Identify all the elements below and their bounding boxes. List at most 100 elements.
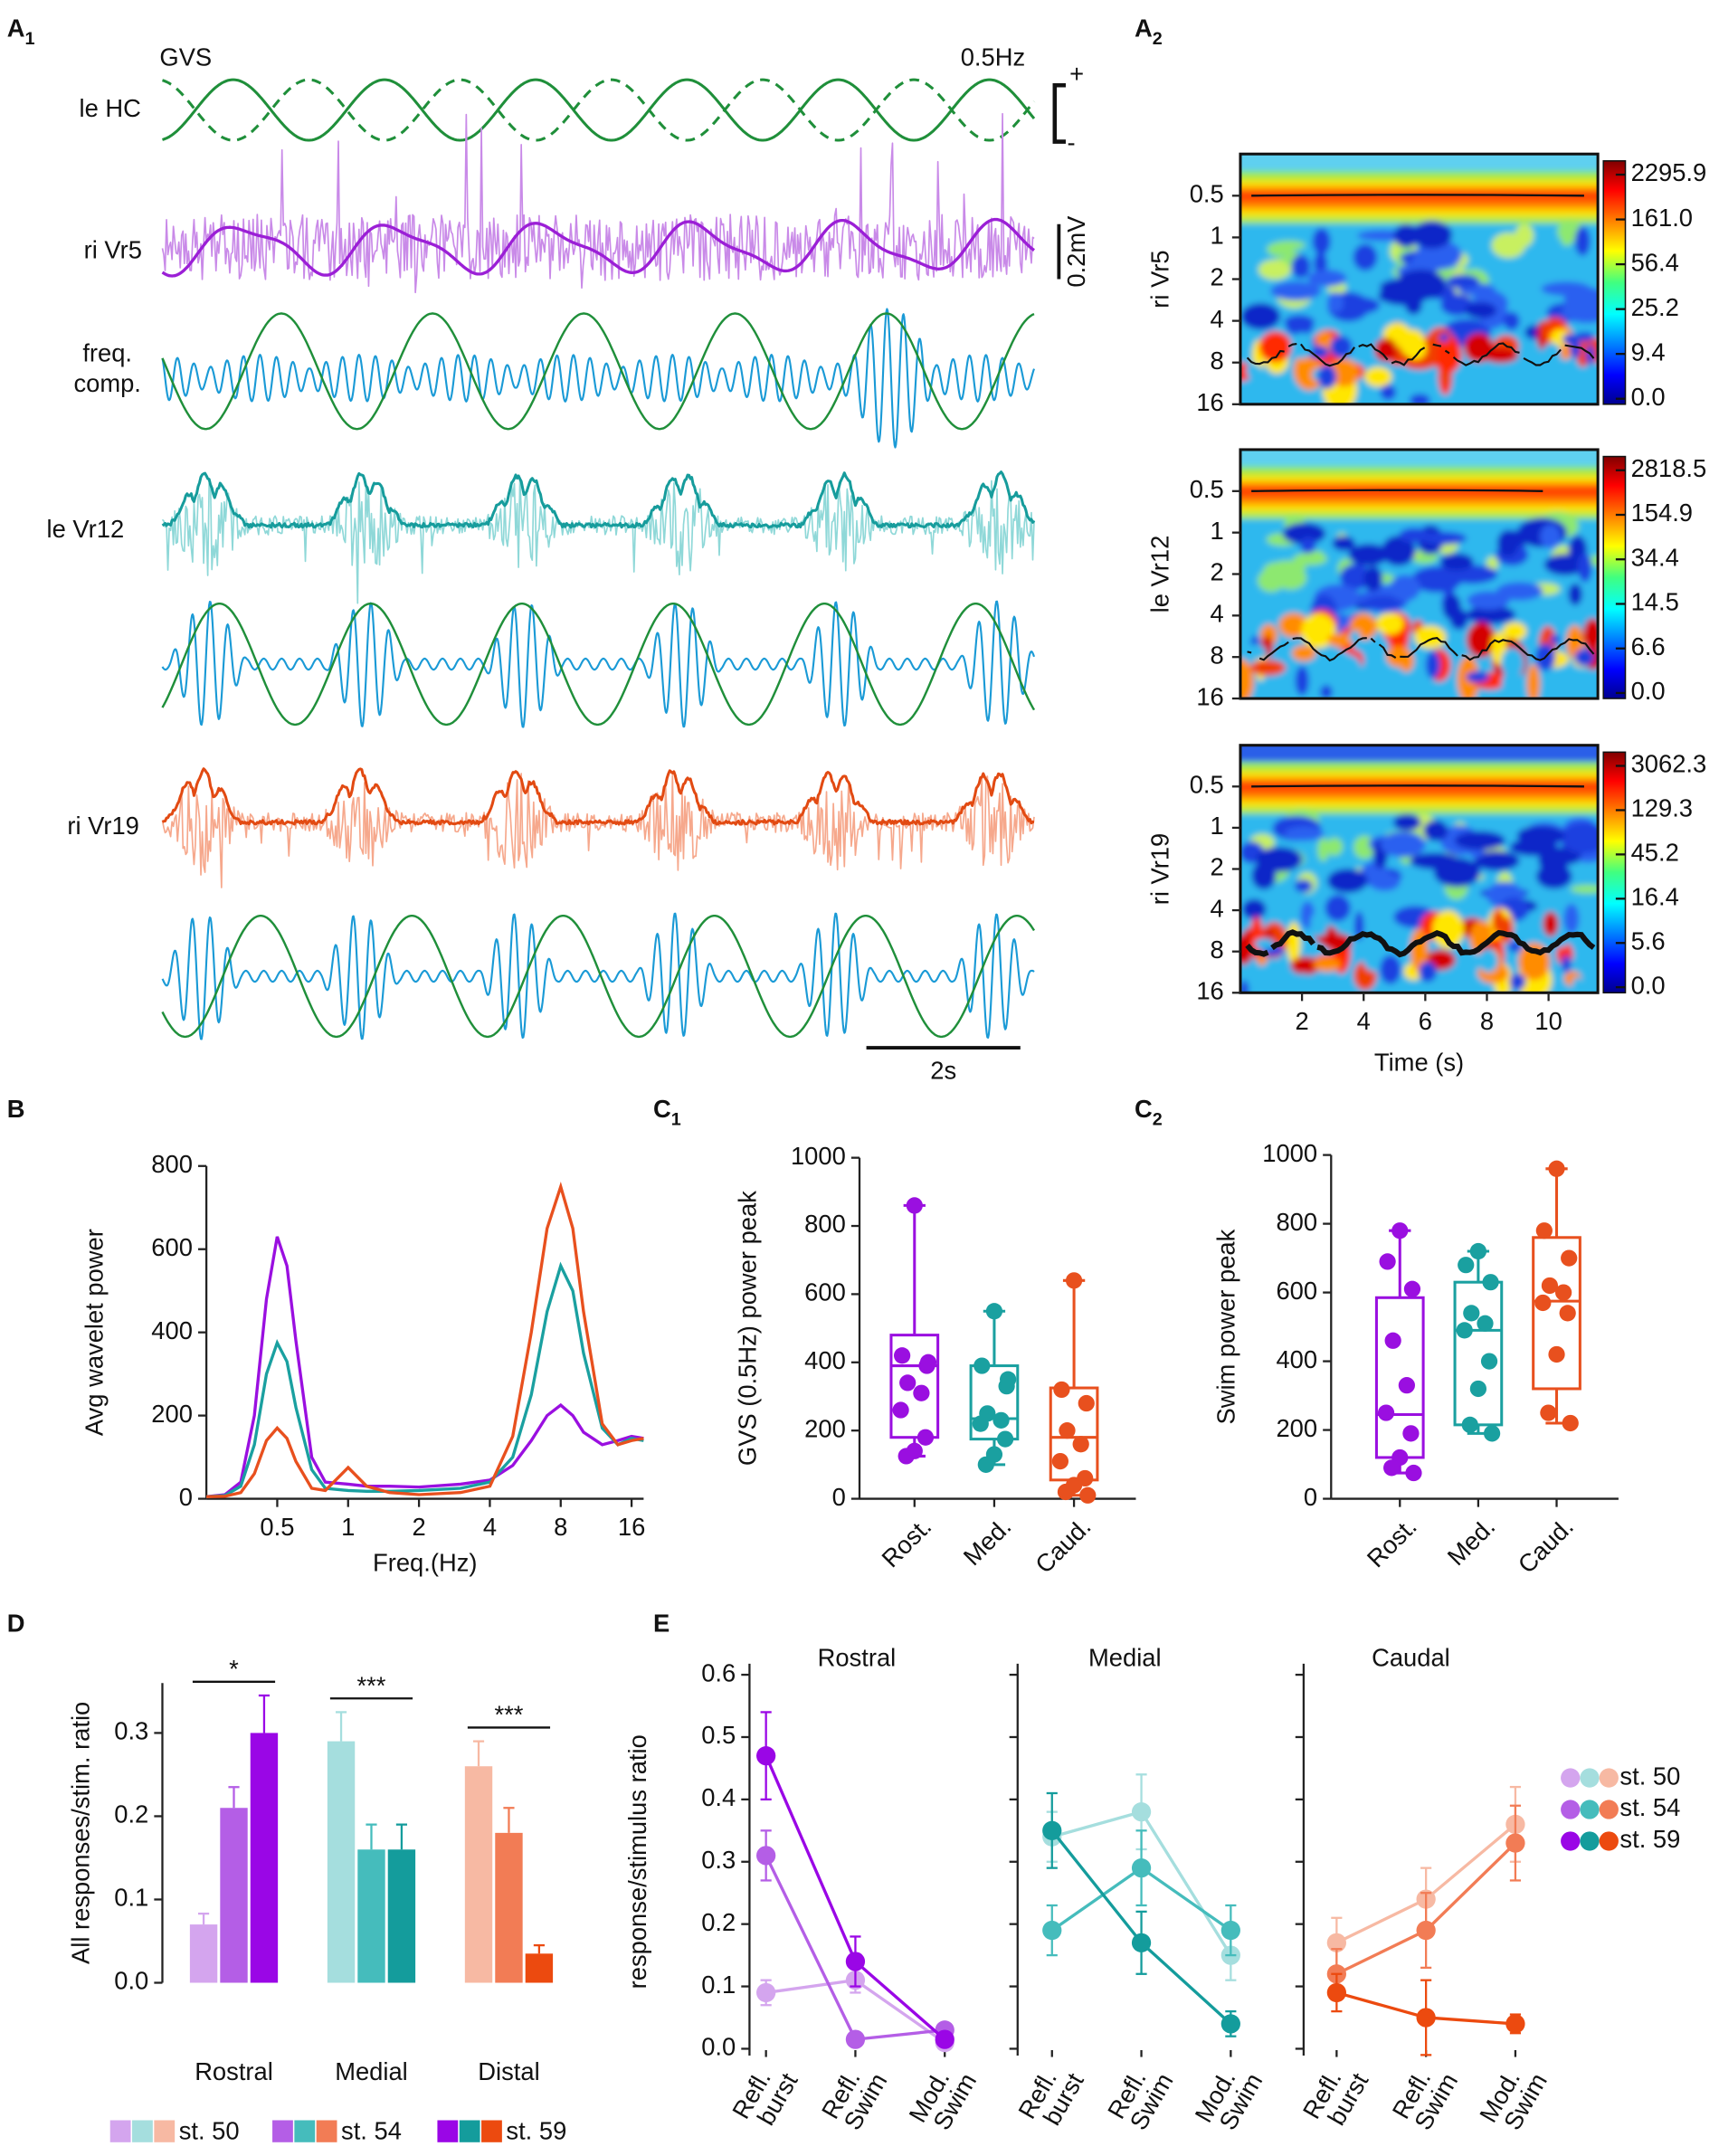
- data-point: [899, 1374, 916, 1391]
- scalogram-blob: [1466, 605, 1516, 624]
- colorbar-tick-label: 5.6: [1631, 926, 1666, 955]
- legend-label: st. 54: [341, 2116, 402, 2144]
- colorbar-tick-label: 0.0: [1631, 971, 1666, 999]
- scalogram-blob: [1467, 591, 1510, 610]
- scalogram-image: [1239, 449, 1599, 699]
- data-point: [1131, 1802, 1152, 1822]
- polarity-label: +: [1069, 60, 1084, 88]
- y-tick-label: 1: [1211, 517, 1224, 545]
- data-point: [1416, 1920, 1436, 1941]
- polarity-bracket: [1052, 82, 1066, 144]
- data-point: [1458, 1257, 1475, 1274]
- bar: [220, 1808, 248, 1983]
- bar: [357, 1849, 385, 1983]
- scalogram-band: [1239, 466, 1599, 519]
- data-point: [1042, 1820, 1062, 1840]
- scalogram-blob: [1561, 955, 1572, 973]
- colorbar-tick-label: 34.4: [1631, 543, 1679, 571]
- data-point: [972, 1415, 989, 1432]
- data-point: [756, 1846, 776, 1866]
- trace-label: comp.: [73, 369, 140, 397]
- panel-label: D: [7, 1610, 25, 1638]
- x-tick-label: 4: [483, 1513, 497, 1541]
- y-axis-label: response/stimulus ratio: [623, 1734, 651, 1989]
- data-point: [1065, 1272, 1083, 1289]
- raw-trace: [161, 112, 1035, 294]
- data-point: [1384, 1332, 1401, 1349]
- scalogram-blob: [1449, 608, 1468, 631]
- y-tick-label: 0.2: [701, 1908, 736, 1936]
- scalogram-blob: [1578, 369, 1593, 387]
- data-point: [1403, 1280, 1421, 1297]
- scalogram-blob: [1301, 613, 1336, 649]
- scalogram-blob: [1503, 311, 1520, 330]
- data-point: [1042, 1920, 1062, 1941]
- ridge-line: [1246, 342, 1595, 367]
- data-point: [1078, 1394, 1095, 1412]
- data-point: [985, 1303, 1003, 1320]
- component-trace: [161, 912, 1035, 1040]
- y-tick-label: 200: [1276, 1414, 1317, 1442]
- scalogram-blob: [1550, 634, 1561, 644]
- scalogram-blob: [1284, 315, 1315, 329]
- scalogram-blob: [1326, 291, 1344, 314]
- stimulus-overlay: [161, 602, 1036, 727]
- x-tick-label: 2: [1295, 1007, 1308, 1035]
- colorbar-tick-label: 2818.5: [1631, 454, 1707, 482]
- legend-marker: [1561, 1768, 1581, 1788]
- y-tick-label: 600: [151, 1233, 193, 1261]
- y-tick-label: 4: [1211, 600, 1224, 628]
- scalogram-blob: [1270, 280, 1322, 301]
- data-point: [756, 1746, 776, 1766]
- scalogram-blob: [1307, 269, 1347, 287]
- data-point: [1483, 1425, 1501, 1442]
- trace-label: 0.5Hz: [961, 43, 1025, 71]
- y-tick-label: 0.5: [701, 1721, 736, 1749]
- scalogram-blob: [1535, 863, 1572, 889]
- scalogram-blob: [1320, 685, 1333, 699]
- data-point: [919, 1353, 937, 1371]
- scalogram-blob: [1439, 553, 1474, 571]
- x-tick-label: 2: [412, 1513, 425, 1541]
- y-tick-label: 800: [1276, 1208, 1317, 1236]
- data-point: [1326, 1982, 1346, 2003]
- legend-label: st. 50: [179, 2116, 240, 2144]
- scalogram-blob: [1582, 618, 1599, 651]
- data-point: [1562, 1414, 1579, 1432]
- stimulus-overlay: [161, 914, 1036, 1039]
- panel-letter: D: [7, 1610, 25, 1638]
- bar: [250, 1733, 279, 1983]
- colorbar-tick-label: 3062.3: [1631, 750, 1707, 778]
- data-point: [1000, 1371, 1017, 1388]
- scalogram-blob: [1425, 651, 1440, 679]
- data-point: [1540, 1404, 1557, 1421]
- colorbar: [1602, 751, 1627, 994]
- x-tick-label: 8: [554, 1513, 567, 1541]
- scalogram-blob: [1463, 974, 1475, 993]
- legend-marker: [1599, 1768, 1619, 1788]
- y-tick-label: 4: [1211, 894, 1224, 922]
- legend-swatch: [109, 2120, 131, 2142]
- data-point: [1220, 1920, 1240, 1941]
- scale-label: 2s: [930, 1057, 956, 1085]
- data-point: [916, 1429, 935, 1446]
- panel-label: B: [7, 1095, 25, 1123]
- y-tick-label: 2: [1211, 558, 1224, 586]
- scalogram-blob: [1374, 337, 1398, 362]
- scalogram-blob: [1563, 287, 1599, 311]
- bar: [525, 1953, 554, 1983]
- data-point: [1456, 1322, 1473, 1339]
- scalogram-blob: [1294, 879, 1313, 893]
- scalogram-blob: [1258, 331, 1292, 363]
- data-point: [1402, 1425, 1420, 1442]
- panel-letter: C: [1135, 1095, 1153, 1123]
- scalogram-band: [1239, 761, 1599, 815]
- legend-marker: [1580, 1831, 1600, 1851]
- ridge-line: [1247, 637, 1595, 662]
- x-tick-label: Rostral: [195, 2057, 273, 2085]
- legend-marker: [1580, 1800, 1600, 1819]
- colorbar-tick-label: 25.2: [1631, 293, 1679, 321]
- filtered-trace: [161, 767, 1035, 826]
- scalogram-blob: [1509, 838, 1557, 857]
